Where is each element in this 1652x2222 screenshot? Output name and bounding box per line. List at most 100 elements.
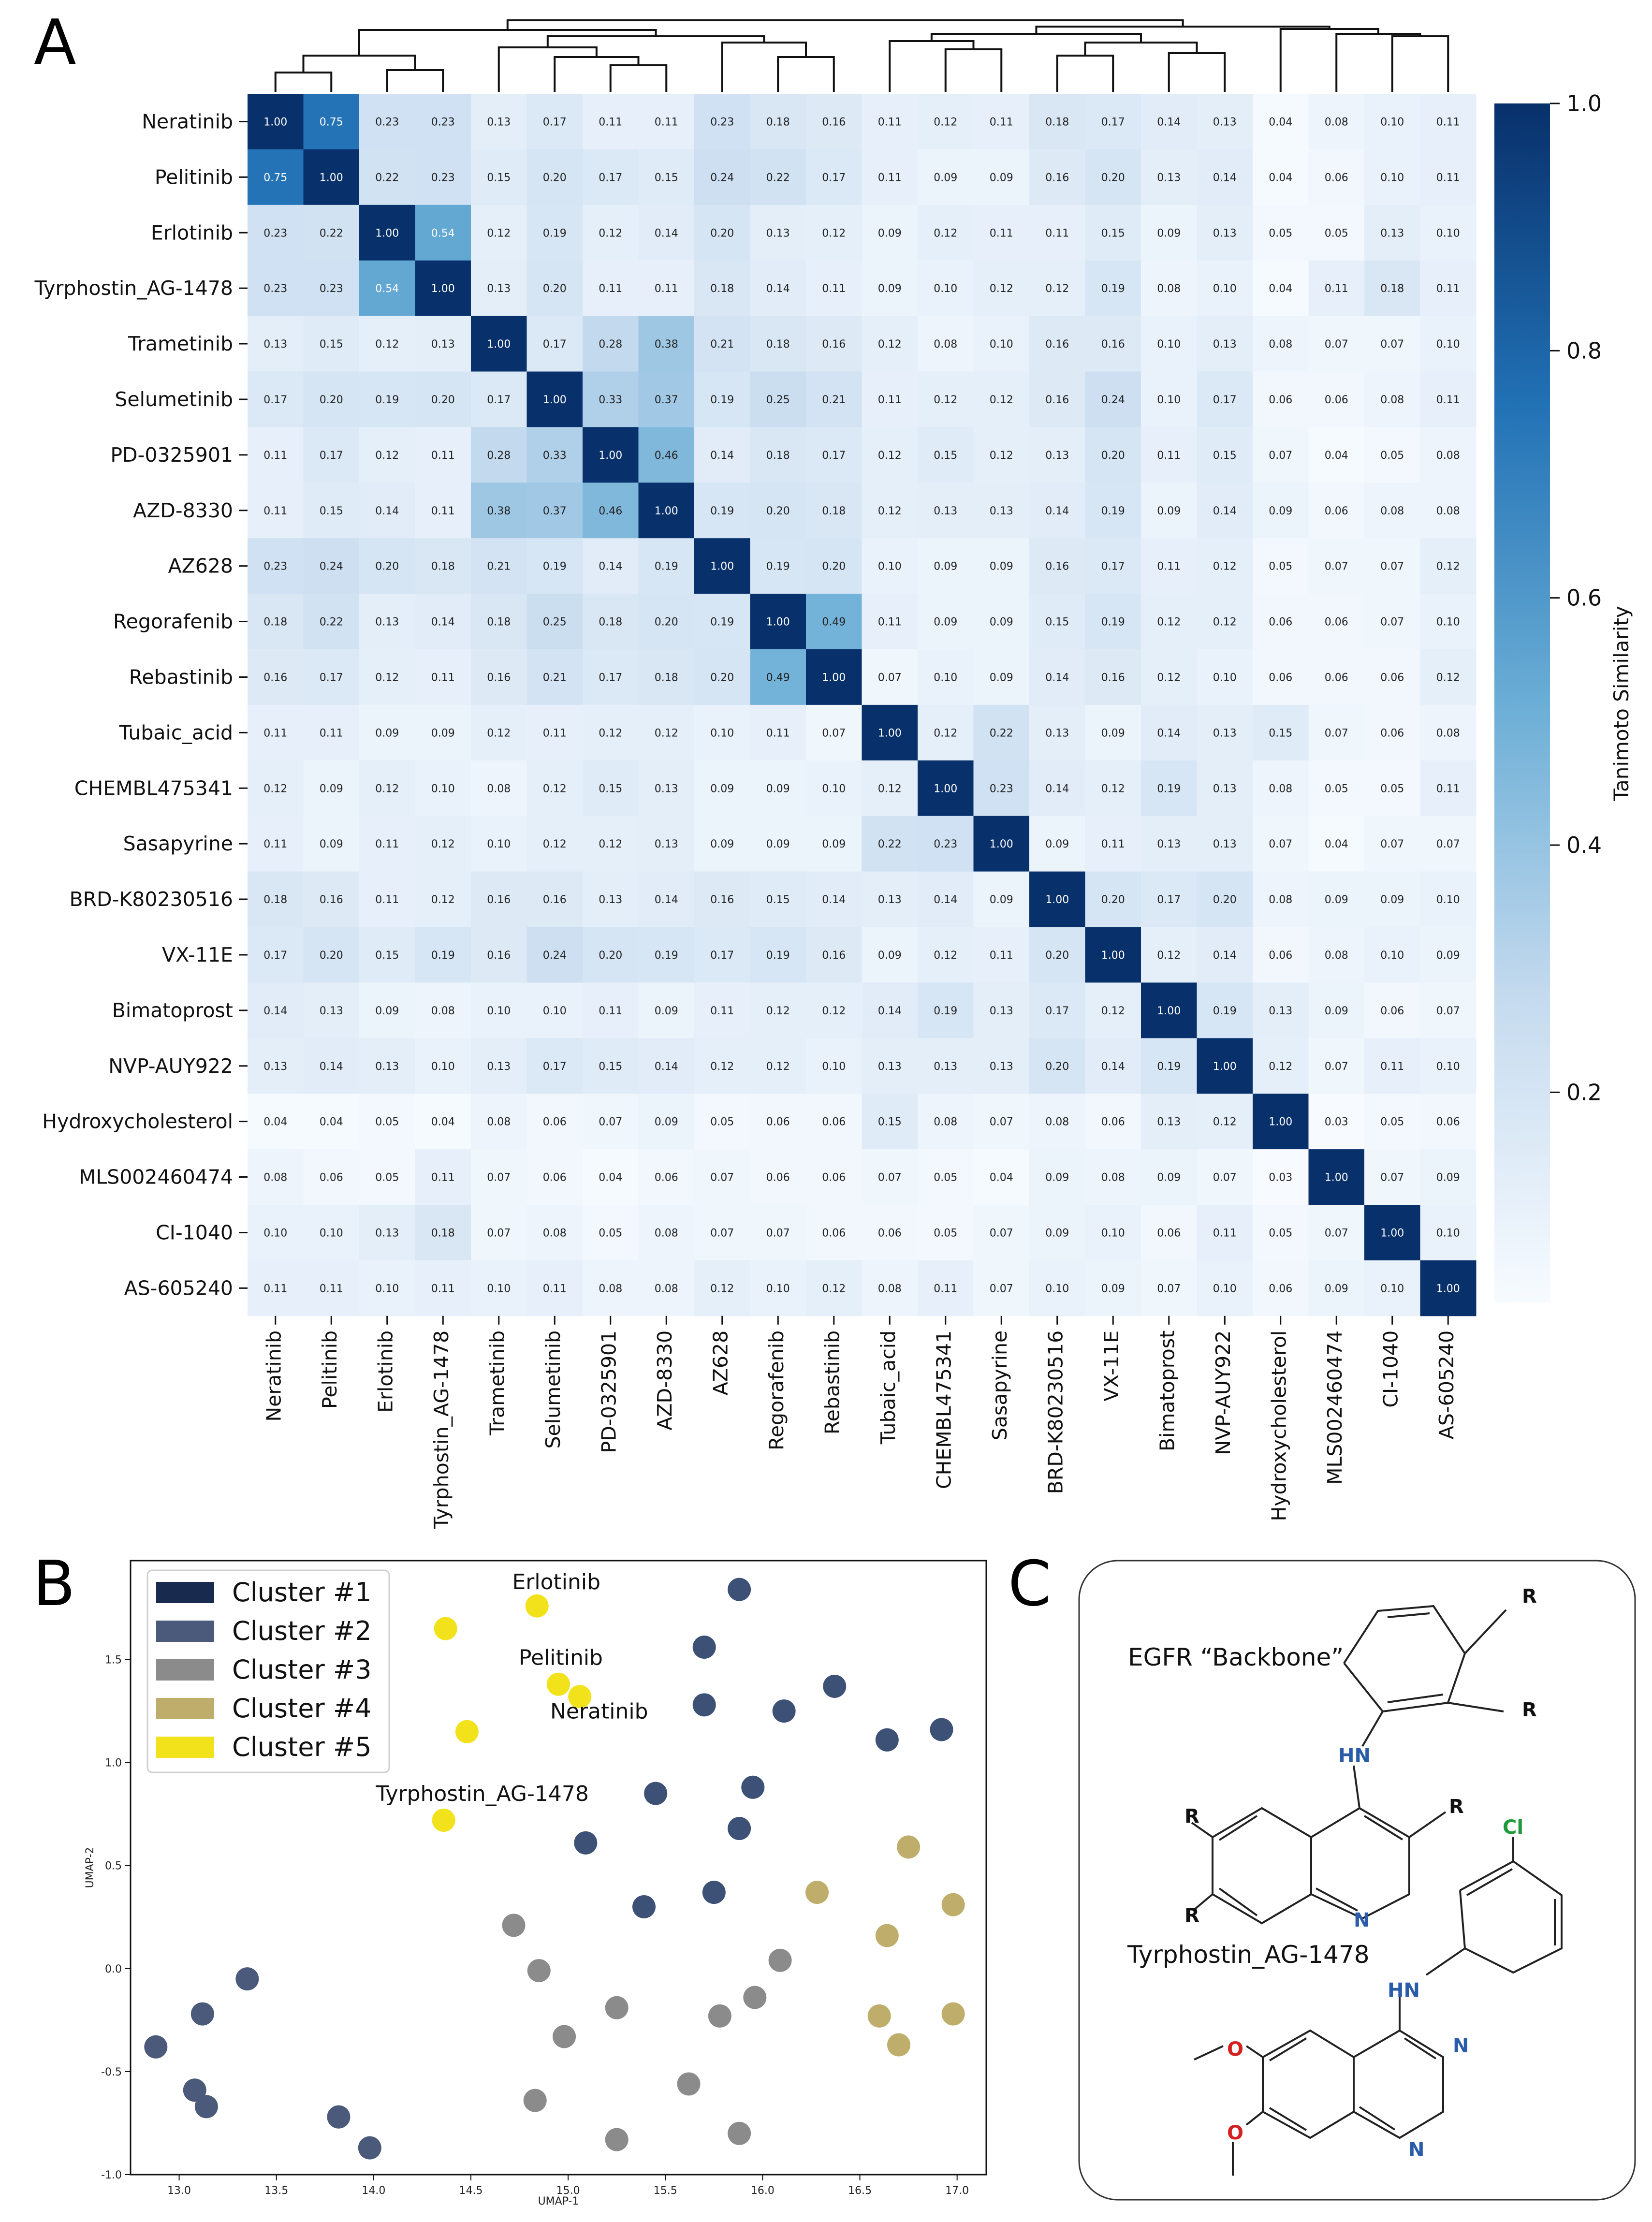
cell-value: 0.09 [1045, 1227, 1069, 1239]
cell-value: 0.13 [990, 1005, 1013, 1017]
heatmap-cell [750, 1038, 806, 1094]
column-label: AS-605240 [1435, 1330, 1458, 1439]
heatmap-cell [1141, 538, 1197, 594]
row-label: Hydroxycholesterol [42, 1110, 233, 1133]
umap-y-label: UMAP-2 [84, 1847, 96, 1888]
cell-value: 0.05 [1269, 561, 1292, 573]
heatmap-cell [471, 1149, 527, 1205]
heatmap-cell [1141, 927, 1197, 983]
cell-value: 1.00 [934, 783, 957, 795]
heatmap-cell [415, 538, 471, 594]
umap-point [875, 1728, 899, 1752]
heatmap-cell [1308, 982, 1365, 1038]
heatmap-cell [415, 316, 471, 372]
cell-value: 1.00 [878, 727, 902, 739]
heatmap-cell [303, 649, 360, 705]
heatmap-cell [1308, 816, 1365, 872]
column-label: AZ628 [709, 1330, 732, 1395]
cell-value: 0.13 [934, 1061, 957, 1073]
cell-value: 0.75 [320, 116, 343, 128]
cell-value: 0.08 [1325, 116, 1348, 128]
cell-value: 0.06 [1325, 505, 1348, 517]
cell-value: 0.15 [599, 1061, 622, 1073]
cell-value: 0.10 [263, 1227, 287, 1239]
heatmap-cell [471, 649, 527, 705]
cell-value: 0.05 [1325, 227, 1348, 239]
legend-swatch [156, 1737, 214, 1758]
cell-value: 0.75 [263, 172, 287, 184]
cell-value: 0.11 [934, 1283, 957, 1295]
column-label: NVP-AUY922 [1212, 1330, 1235, 1455]
heatmap-cell [638, 149, 695, 205]
heatmap-cell [471, 871, 527, 927]
colorbar-tick-label: 0.6 [1566, 585, 1602, 611]
cell-value: 0.10 [766, 1283, 790, 1295]
heatmap-cell [1308, 205, 1365, 261]
umap-point [574, 1831, 598, 1855]
legend-swatch [156, 1582, 214, 1603]
panel-letter-b: B [33, 1548, 75, 1620]
heatmap-cell [694, 594, 750, 650]
cell-value: 0.16 [1045, 561, 1069, 573]
heatmap-cell [303, 260, 360, 317]
cell-value: 0.19 [543, 227, 567, 239]
cell-value: 0.23 [710, 116, 734, 128]
legend-swatch [156, 1698, 214, 1719]
cell-value: 0.08 [1269, 783, 1292, 795]
cell-value: 0.13 [990, 1061, 1013, 1073]
cell-value: 0.23 [263, 227, 287, 239]
heatmap-cell [583, 982, 639, 1038]
heatmap-cell [1420, 649, 1477, 705]
heatmap-cell [1085, 482, 1141, 539]
heatmap-cell [1308, 371, 1365, 427]
heatmap-cell [583, 704, 639, 761]
column-label: Erlotinib [374, 1330, 397, 1413]
heatmap-row-labels: Neratinib Pelitinib Erlotinib Tyrphostin_AG… [34, 110, 248, 1300]
row-label: Selumetinib [115, 388, 233, 411]
cell-value: 0.09 [655, 1116, 678, 1128]
heatmap-cell [303, 1038, 360, 1094]
heatmap-cell [1420, 205, 1477, 261]
heatmap-cell [248, 1205, 304, 1261]
heatmap-cell [1085, 316, 1141, 372]
heatmap-cell [359, 816, 415, 872]
cell-value: 0.19 [1157, 783, 1181, 795]
heatmap-cell [1420, 1205, 1477, 1261]
cell-value: 0.12 [1436, 672, 1460, 684]
cell-value: 0.05 [1380, 783, 1404, 795]
heatmap-cell [1197, 482, 1253, 539]
cell-value: 0.13 [263, 1061, 287, 1073]
cell-value: 0.19 [655, 561, 678, 573]
cell-value: 0.20 [1045, 950, 1069, 962]
heatmap-cell [918, 427, 974, 483]
cell-value: 0.16 [1101, 672, 1125, 684]
atom-n: N [1453, 2035, 1469, 2057]
cell-value: 0.07 [1325, 561, 1348, 573]
heatmap-cell [862, 371, 918, 427]
heatmap-cell [1197, 704, 1253, 761]
heatmap-cell [973, 1149, 1030, 1205]
heatmap-cell [1141, 594, 1197, 650]
cell-value: 0.05 [599, 1227, 622, 1239]
heatmap-cell [694, 704, 750, 761]
heatmap-cell [918, 1260, 974, 1316]
heatmap-cell [638, 649, 695, 705]
heatmap-cell [303, 760, 360, 817]
cell-value: 0.14 [599, 561, 622, 573]
cell-value: 0.05 [1269, 227, 1292, 239]
cell-value: 0.15 [487, 172, 511, 184]
heatmap-cell [973, 205, 1030, 261]
heatmap-cell [1197, 260, 1253, 317]
heatmap-cell [1029, 482, 1085, 539]
cell-value: 0.09 [990, 616, 1013, 629]
heatmap-cell [359, 1038, 415, 1094]
cell-value: 0.07 [822, 727, 846, 739]
heatmap-cell [1141, 760, 1197, 817]
umap-points [144, 1578, 965, 2160]
heatmap-cell [1420, 871, 1477, 927]
heatmap-cell [248, 482, 304, 539]
cell-value: 0.09 [375, 1005, 399, 1017]
heatmap-cell [1308, 594, 1365, 650]
cell-value: 0.08 [487, 1116, 511, 1128]
cell-value: 0.49 [766, 672, 790, 684]
